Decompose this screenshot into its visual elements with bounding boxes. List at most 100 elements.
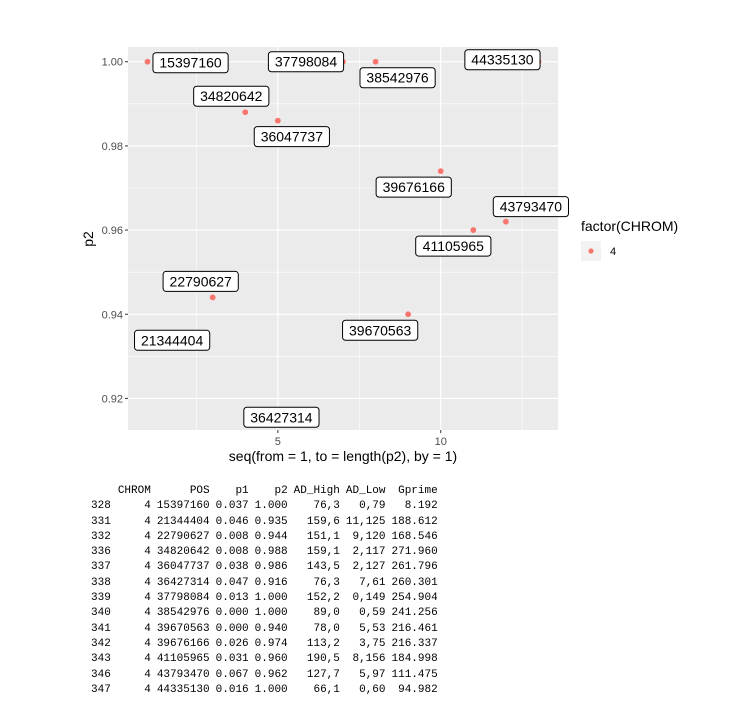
table-cell: 89,0 [313, 607, 340, 620]
table-row: 331 4 21344404 0.046 0.935 159,6 11,125 188.612 [88, 515, 441, 530]
table-cell: 76,3 [313, 576, 340, 589]
table-row: 338 4 36427314 0.047 0.916 76,3 7,61 260.301 [88, 576, 441, 591]
table-column-header: CHROM [117, 485, 151, 497]
table-cell: 0.988 [254, 546, 288, 559]
y-tick-label: 0.96 [102, 225, 123, 237]
table-column-header [88, 484, 115, 499]
data-point [372, 58, 379, 65]
table-cell: 1.000 [254, 500, 288, 513]
scatter-plot: 5 10 0.92 0.94 0.96 0.98 1.00 15397160 2134440… [80, 47, 678, 464]
table-cell: 4 [144, 546, 151, 559]
x-tick-label: 5 [275, 436, 281, 448]
table-cell: 4 [144, 668, 151, 681]
table-cell: 1.000 [254, 683, 288, 696]
data-point [405, 311, 412, 318]
point-label: 41105965 [415, 235, 492, 257]
table-cell: 0.944 [254, 530, 288, 543]
table-row: 336 4 34820642 0.008 0.988 159,1 2,117 271.960 [88, 545, 441, 560]
point-label: 22790627 [162, 270, 239, 292]
table-cell: 216.461 [391, 622, 438, 635]
table-cell: 38542976 [156, 607, 210, 620]
table-cell: 15397160 [156, 500, 210, 513]
table-cell: 9,120 [352, 530, 386, 543]
table-cell: 0.037 [215, 500, 249, 513]
table-cell: 168.546 [391, 530, 438, 543]
table-cell: 0.008 [215, 530, 249, 543]
table-cell: 4 [144, 576, 151, 589]
legend-label: 4 [610, 246, 616, 258]
table-cell: 151,1 [306, 530, 340, 543]
table-cell: 4 [144, 500, 151, 513]
table-row-index: 331 [91, 515, 111, 528]
data-point [144, 58, 151, 65]
table-row-index: 346 [91, 668, 111, 681]
table-cell: 0.000 [215, 607, 249, 620]
table-cell: 34820642 [156, 546, 210, 559]
table-column-header: AD_High [293, 485, 340, 497]
table-cell: 0.935 [254, 515, 288, 528]
table-cell: 241.256 [391, 607, 438, 620]
table-cell: 0.016 [215, 683, 249, 696]
table-row: 340 4 38542976 0.000 1.000 89,0 0,59 241.256 [88, 606, 441, 621]
point-label-box [359, 67, 436, 89]
table-cell: 0.962 [254, 668, 288, 681]
point-label-box [162, 270, 239, 292]
table-cell: 36427314 [156, 576, 210, 589]
point-label-text: 34820642 [200, 88, 263, 104]
point-label: 44335130 [464, 49, 541, 71]
table-cell: 41105965 [156, 653, 210, 666]
x-axis-title: seq(from = 1, to = length(p2), by = 1) [229, 448, 457, 464]
table-cell: 111.475 [391, 668, 438, 681]
table-cell: 94.982 [398, 683, 438, 696]
table-cell: 0.986 [254, 561, 288, 574]
table-cell: 0.038 [215, 561, 249, 574]
table-cell: 0.974 [254, 637, 288, 650]
point-label-box [253, 126, 330, 148]
table-cell: 11,125 [345, 515, 386, 528]
point-label-text: 38542976 [366, 70, 429, 86]
table-cell: 188.612 [391, 515, 438, 528]
table-cell: 0.940 [254, 622, 288, 635]
point-label-box [152, 52, 229, 74]
table-column-header: p1 [235, 485, 249, 497]
point-label-text: 15397160 [159, 55, 222, 71]
table-cell: 5,53 [359, 622, 386, 635]
table-cell: 0,60 [359, 683, 386, 696]
table-cell: 159,1 [306, 546, 340, 559]
point-label-text: 36047737 [261, 129, 324, 145]
point-labels: 15397160 21344404 22790627 34820642 36047737… [134, 49, 569, 428]
table-cell: 1.000 [254, 607, 288, 620]
table-row: 341 4 39670563 0.000 0.940 78,0 5,53 216.461 [88, 622, 441, 637]
table-row-index: 339 [91, 592, 111, 605]
point-label: 36427314 [243, 406, 320, 428]
table-row-index: 336 [91, 546, 111, 559]
table-column-header: Gprime [398, 485, 438, 497]
table-row-index: 338 [91, 576, 111, 589]
table-cell: 4 [144, 622, 151, 635]
data-point [274, 117, 281, 124]
table-cell: 0.000 [215, 622, 249, 635]
table-cell: 8.192 [404, 500, 438, 513]
table-header-row: CHROM POS p1 p2 AD_High AD_Low Gprime [88, 484, 441, 499]
legend-key-point [588, 248, 594, 254]
table-row-index: 342 [91, 637, 111, 650]
table-row: 339 4 37798084 0.013 1.000 152,2 0,149 254.904 [88, 591, 441, 606]
table-cell: 0.046 [215, 515, 249, 528]
table-row-index: 343 [91, 653, 111, 666]
table-cell: 22790627 [156, 530, 210, 543]
point-label-box [267, 51, 345, 73]
table-row: 342 4 39676166 0.026 0.974 113,2 3,75 216.337 [88, 637, 441, 652]
table-cell: 36047737 [156, 561, 210, 574]
table-column-header: AD_Low [345, 485, 386, 497]
table-cell: 0.031 [215, 653, 249, 666]
point-label-box [415, 235, 492, 257]
table-cell: 4 [144, 561, 151, 574]
table-row-index: 347 [91, 683, 111, 696]
table-cell: 0.916 [254, 576, 288, 589]
table-cell: 271.960 [391, 546, 438, 559]
table-cell: 0.960 [254, 653, 288, 666]
y-axis-title: p2 [80, 231, 96, 247]
point-label-text: 36427314 [250, 409, 313, 425]
table-row: 346 4 43793470 0.067 0.962 127,7 5,97 111.475 [88, 668, 441, 683]
point-label-text: 22790627 [170, 273, 233, 289]
